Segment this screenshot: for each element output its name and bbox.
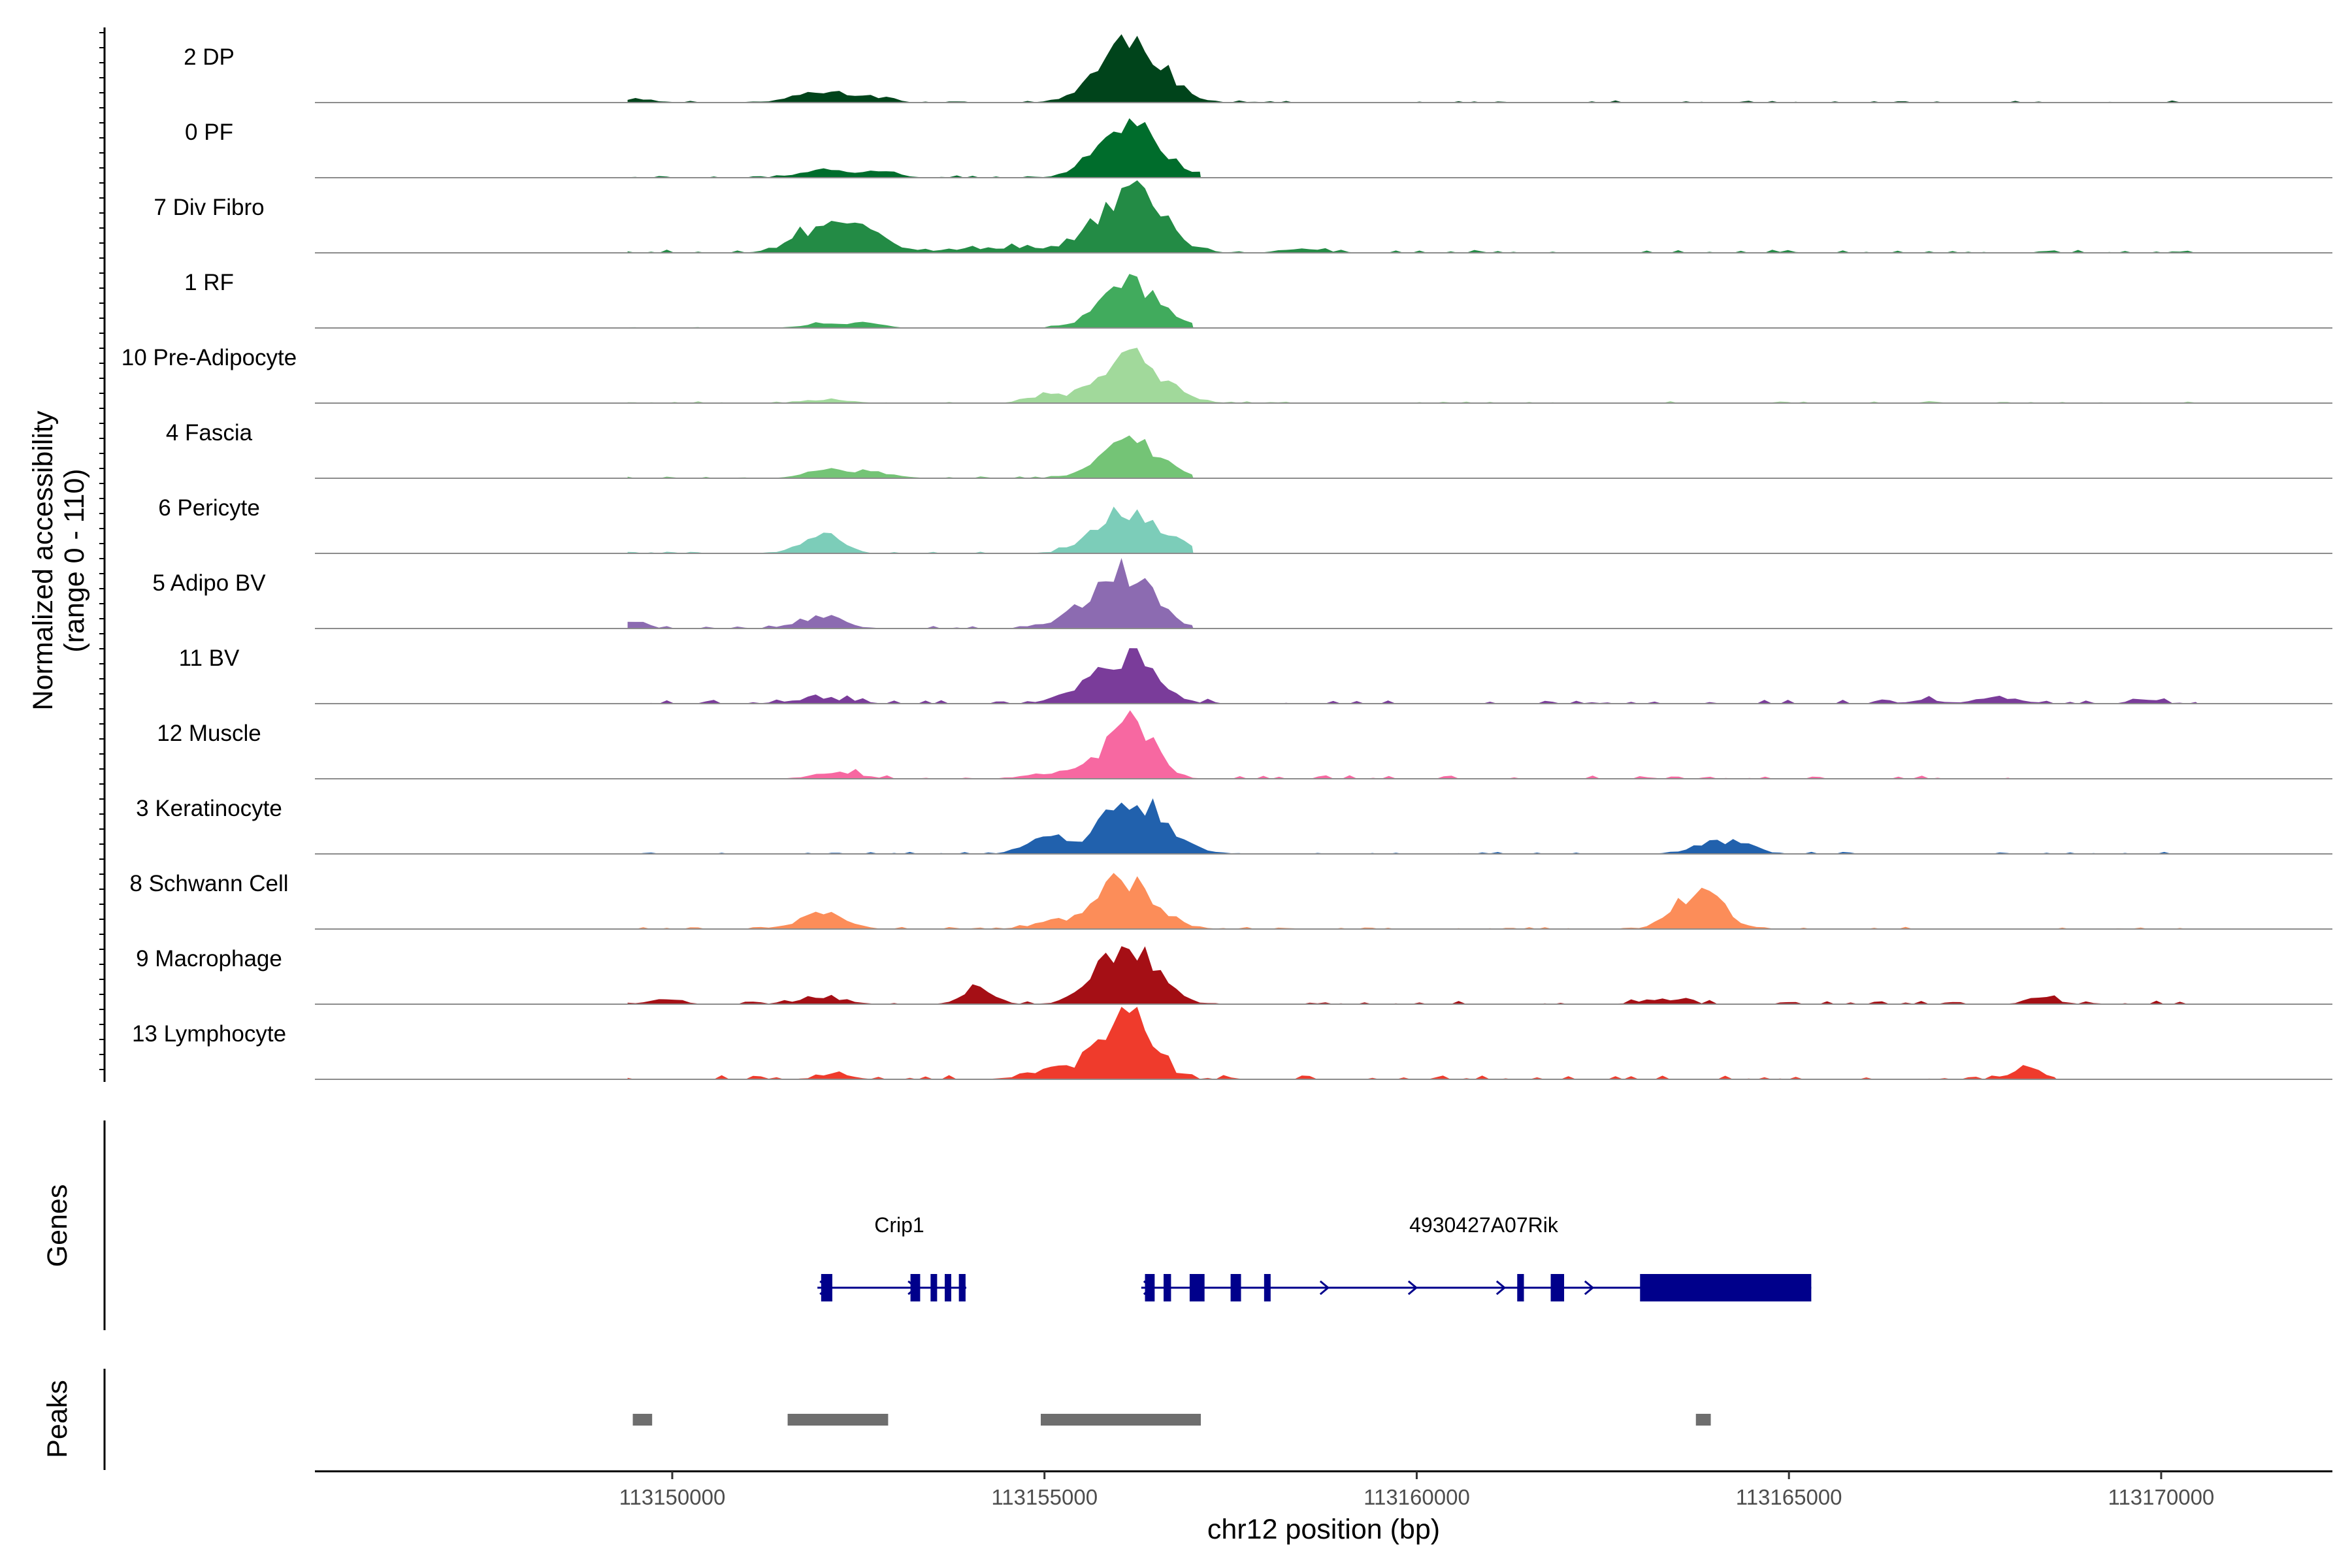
track-11-bv	[315, 648, 2332, 704]
track-12-muscle	[315, 710, 2332, 779]
track-label: 1 RF	[184, 270, 234, 295]
x-tick-label: 113160000	[1364, 1485, 1470, 1509]
gene-label: 4930427A07Rik	[1409, 1213, 1559, 1237]
x-axis: 113150000 113155000 113160000 113165000 1131…	[315, 1470, 2332, 1545]
peak-bar	[1040, 1414, 1201, 1426]
track-8-schwann-cell	[315, 873, 2332, 930]
coverage-area	[627, 435, 1194, 478]
gene-exon	[1164, 1274, 1171, 1301]
strand-arrow-icon	[1495, 1280, 1507, 1296]
track-label: 4 Fascia	[166, 420, 253, 446]
coverage-area	[627, 798, 2198, 854]
strand-arrow-icon	[1407, 1280, 1418, 1296]
y-axis-range: (range 0 - 110)	[59, 468, 90, 652]
coverage-tracks	[315, 34, 2332, 1080]
gene-crip1: Crip1	[817, 1213, 967, 1301]
track-label: 6 Pericyte	[158, 495, 260, 521]
track-label: 13 Lymphocyte	[132, 1021, 286, 1047]
track-0-pf	[315, 118, 2332, 178]
peak-bar	[787, 1414, 889, 1426]
coverage-area	[761, 710, 2012, 779]
y-axis-title: Normalized accessibility	[27, 410, 59, 710]
track-7-div-fibro	[315, 180, 2332, 253]
gene-exon	[945, 1274, 952, 1301]
gene-4930427a07rik: 4930427A07Rik	[1141, 1213, 1812, 1301]
track-6-pericyte	[315, 506, 2332, 554]
gene-exon	[1230, 1274, 1241, 1301]
gene-exon	[1640, 1274, 1812, 1301]
genes-panel: Genes Crip1 4930427A07Rik	[42, 1120, 1812, 1330]
gene-exon	[910, 1274, 921, 1301]
x-tick-label: 113165000	[1736, 1485, 1842, 1509]
track-label: 7 Div Fibro	[154, 195, 264, 220]
track-10-pre-adipocyte	[315, 348, 2332, 404]
track-label: 0 PF	[185, 120, 233, 145]
track-label: 10 Pre-Adipocyte	[122, 345, 297, 370]
track-label: 12 Muscle	[157, 721, 261, 746]
gene-exon	[1517, 1274, 1524, 1301]
y-axis: Normalized accessibility (range 0 - 110)	[27, 27, 106, 1082]
track-label: 8 Schwann Cell	[129, 871, 288, 896]
track-label: 5 Adipo BV	[152, 570, 266, 596]
peak-bar	[632, 1414, 653, 1426]
x-ticks: 113150000 113155000 113160000 113165000 1131…	[619, 1471, 2215, 1509]
gene-exon	[821, 1274, 832, 1301]
coverage-area	[627, 946, 2198, 1004]
gene-exon	[1550, 1274, 1565, 1301]
peaks-panel-title: Peaks	[42, 1380, 73, 1458]
genes-panel-title: Genes	[42, 1184, 73, 1267]
coverage-area	[627, 180, 2198, 253]
coverage-area	[627, 34, 2198, 103]
x-tick-label: 113155000	[991, 1485, 1098, 1509]
gene-exon	[958, 1274, 966, 1301]
track-labels: 2 DP 0 PF 7 Div Fibro 1 RF 10 Pre-Adipocyte 4…	[122, 44, 297, 1047]
gene-label: Crip1	[874, 1213, 924, 1237]
track-label: 9 Macrophage	[136, 946, 282, 972]
coverage-area	[627, 506, 1194, 553]
coverage-area	[627, 648, 2198, 704]
x-axis-title: chr12 position (bp)	[1207, 1514, 1440, 1545]
x-tick-label: 113170000	[2108, 1485, 2215, 1509]
x-tick-label: 113150000	[619, 1485, 726, 1509]
strand-arrow-icon	[1319, 1280, 1330, 1296]
y-ticks	[99, 32, 105, 1070]
track-1-rf	[315, 274, 2332, 329]
coverage-area	[627, 274, 1194, 328]
track-3-keratinocyte	[315, 798, 2332, 855]
peaks-panel: Peaks	[42, 1369, 1711, 1470]
gene-exon	[1264, 1274, 1271, 1301]
coverage-area	[627, 348, 2198, 403]
track-5-adipo-bv	[315, 558, 2332, 629]
track-4-fascia	[315, 435, 2332, 479]
track-9-macrophage	[315, 946, 2332, 1005]
strand-arrow-icon	[1584, 1280, 1595, 1296]
track-2-dp	[315, 34, 2332, 103]
coverage-area	[627, 1007, 2057, 1079]
track-label: 2 DP	[184, 44, 235, 70]
track-13-lymphocyte	[315, 1007, 2332, 1080]
track-label: 3 Keratinocyte	[136, 796, 282, 821]
gene-exon	[930, 1274, 938, 1301]
track-label: 11 BV	[179, 645, 240, 671]
peak-bar	[1695, 1414, 1711, 1426]
coverage-area	[627, 558, 1194, 629]
coverage-area	[627, 873, 2198, 929]
coverage-area	[627, 118, 1201, 178]
gene-exon	[1189, 1274, 1205, 1301]
gene-exon	[1145, 1274, 1155, 1301]
